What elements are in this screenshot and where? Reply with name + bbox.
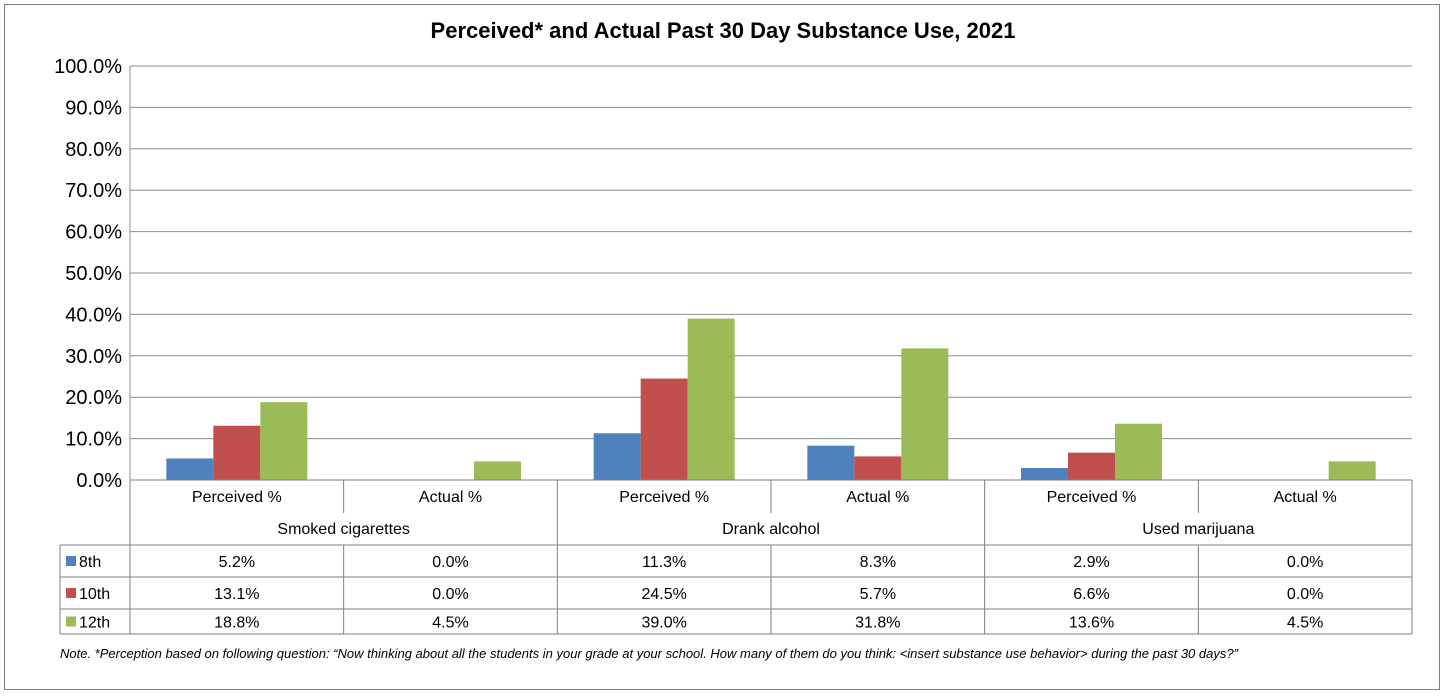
y-tick-label: 10.0% xyxy=(65,429,122,451)
y-axis-ticks: 0.0% 10.0% 20.0% 30.0% 40.0% 50.0% 60.0% 70.0% 8… xyxy=(54,56,122,492)
bar xyxy=(854,456,902,480)
bar xyxy=(1068,452,1115,480)
legend-label: 8th xyxy=(79,554,101,571)
legend-label: 12th xyxy=(79,615,110,632)
y-tick-label: 90.0% xyxy=(65,97,122,119)
group-label: Used marijuana xyxy=(1142,521,1254,538)
data-label: 13.1% xyxy=(214,586,259,603)
y-tick-label: 20.0% xyxy=(65,387,122,409)
group-label: Smoked cigarettes xyxy=(277,521,410,538)
data-label: 8.3% xyxy=(860,554,896,571)
legend-swatch xyxy=(66,588,76,598)
data-label: 5.7% xyxy=(860,586,896,603)
bar xyxy=(807,445,855,480)
data-label: 6.6% xyxy=(1073,586,1109,603)
data-label: 2.9% xyxy=(1073,554,1109,571)
chart-title: Perceived* and Actual Past 30 Day Substa… xyxy=(430,18,1016,43)
x-tick-label: Actual % xyxy=(1274,489,1337,506)
y-tick-label: 70.0% xyxy=(65,180,122,202)
bar xyxy=(640,378,688,480)
y-tick-label: 0.0% xyxy=(76,470,122,492)
x-tick-label: Perceived % xyxy=(192,489,282,506)
data-label: 13.6% xyxy=(1069,615,1114,632)
y-tick-label: 40.0% xyxy=(65,304,122,326)
bar xyxy=(687,318,735,480)
y-tick-label: 60.0% xyxy=(65,222,122,244)
y-tick-label: 80.0% xyxy=(65,139,122,161)
data-label: 0.0% xyxy=(1287,586,1323,603)
data-label: 0.0% xyxy=(1287,554,1323,571)
group-label: Drank alcohol xyxy=(722,521,820,538)
bar xyxy=(166,458,214,480)
y-tick-label: 50.0% xyxy=(65,263,122,285)
chart-note: Note. *Perception based on following que… xyxy=(60,646,1238,661)
bar xyxy=(260,402,308,480)
bar xyxy=(1115,423,1162,480)
legend-swatch xyxy=(66,616,76,627)
x-tick-label: Perceived % xyxy=(1047,489,1137,506)
x-tick-label: Perceived % xyxy=(619,489,709,506)
x-tick-label: Actual % xyxy=(846,489,909,506)
y-tick-label: 100.0% xyxy=(54,56,122,78)
data-label: 11.3% xyxy=(642,554,686,571)
bars xyxy=(166,318,1376,480)
data-table: Perceived % Actual % Perceived % Actual % Pe… xyxy=(59,479,1413,635)
data-label: 4.5% xyxy=(432,615,468,632)
data-label: 39.0% xyxy=(641,615,686,632)
grid-lines xyxy=(129,65,1412,480)
bar xyxy=(1328,461,1376,480)
x-tick-label: Actual % xyxy=(419,489,482,506)
bar xyxy=(213,425,261,480)
data-label: 18.8% xyxy=(214,615,259,632)
data-label: 24.5% xyxy=(641,586,686,603)
legend-label: 10th xyxy=(79,586,110,603)
bar xyxy=(901,348,949,480)
bar xyxy=(474,461,521,480)
data-label: 31.8% xyxy=(855,615,900,632)
data-label: 5.2% xyxy=(219,554,255,571)
bar xyxy=(593,433,641,480)
y-tick-label: 30.0% xyxy=(65,346,122,368)
data-label: 0.0% xyxy=(432,554,468,571)
data-label: 0.0% xyxy=(432,586,468,603)
legend-swatch xyxy=(66,556,76,566)
bar xyxy=(1021,467,1068,480)
data-label: 4.5% xyxy=(1287,615,1323,632)
